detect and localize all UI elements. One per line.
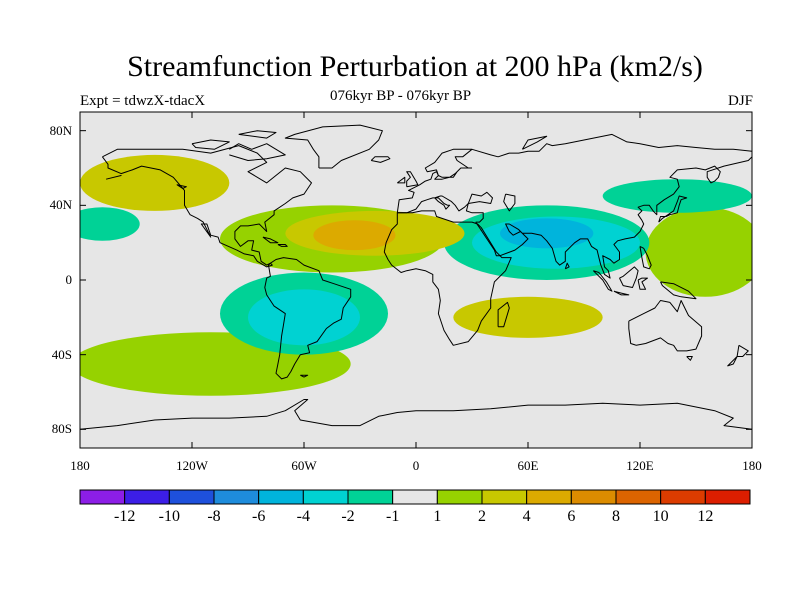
x-tick-label-5: 120E [626, 458, 654, 473]
colorbar-box-9 [481, 489, 528, 505]
coastline-13 [658, 195, 688, 223]
colorbar-label-1: -10 [158, 508, 180, 525]
anomaly-region-5 [80, 207, 140, 241]
colorbar-label-2: -8 [207, 508, 221, 525]
y-tick-label-2: 0 [65, 272, 73, 287]
coastline-14 [592, 270, 613, 292]
coastline-29 [564, 262, 570, 270]
x-tick-label-3: 0 [412, 458, 420, 473]
colorbar-box-14 [704, 489, 751, 505]
coastline-25 [277, 244, 288, 247]
colorbar-label-9: 4 [522, 508, 531, 525]
colorbar-label-3: -6 [251, 508, 266, 525]
coastline-15 [613, 290, 630, 296]
colorbar-box-6 [347, 489, 394, 505]
coastline-12 [471, 133, 752, 158]
colorbar-box-7 [392, 489, 438, 505]
colorbar-box-10 [526, 489, 572, 505]
colorbar-box-13 [660, 489, 706, 505]
anomaly-region-12 [313, 220, 396, 251]
anomaly-region-13 [500, 218, 594, 249]
y-tick-label-4: 80S [51, 421, 72, 437]
x-tick-label-4: 60E [517, 458, 539, 473]
x-tick-label-6: 180 [742, 458, 762, 473]
x-tick-label-2: 60W [291, 458, 317, 473]
period-label: 076kyr BP - 076kyr BP [330, 88, 472, 104]
coastline-34 [521, 135, 548, 150]
x-tick-label-0: 180 [70, 458, 90, 473]
coastline-0 [101, 145, 312, 268]
colorbar-box-8 [436, 489, 483, 505]
coastline-22 [727, 344, 749, 367]
colorbar-label-10: 6 [567, 508, 576, 525]
colorbar-box-12 [615, 489, 662, 505]
coastline-21 [686, 356, 693, 361]
y-tick-label-1: 40N [49, 197, 72, 213]
x-tick-label-1: 120W [176, 458, 208, 473]
colorbar-label-6: -1 [385, 508, 400, 525]
anomaly-region-6 [602, 179, 752, 213]
colorbar-label-5: -2 [341, 508, 355, 525]
coastline-1 [264, 257, 352, 380]
colorbar-label-8: 2 [478, 508, 486, 525]
coastline-24 [262, 236, 279, 244]
coastline-5 [396, 148, 473, 213]
plot-title: Streamfunction Perturbation at 200 hPa (… [127, 50, 703, 83]
anomaly-region-9 [453, 296, 603, 338]
coastline-4 [497, 301, 510, 328]
colorbar-box-1 [124, 489, 170, 505]
coastline-18 [660, 281, 697, 300]
season-label: DJF [727, 93, 753, 109]
anomaly-region-0 [645, 207, 752, 297]
coastline-23 [80, 399, 752, 430]
coastline-2 [284, 124, 383, 169]
coastline-32 [191, 139, 230, 150]
y-tick-label-0: 80N [49, 122, 72, 138]
coastline-16 [619, 266, 639, 288]
coastline-30 [300, 374, 309, 378]
coastline-8 [406, 171, 419, 188]
colorbar-box-3 [213, 489, 260, 505]
colorbar-box-2 [168, 489, 215, 505]
colorbar-label-11: 8 [612, 508, 620, 525]
colorbar-box-0 [79, 489, 126, 505]
coastline-20 [628, 300, 703, 352]
y-tick-label-3: 40S [51, 346, 72, 362]
anomaly-region-11 [248, 289, 360, 346]
coastline-11 [475, 156, 752, 279]
coastline-6 [397, 195, 484, 223]
coastline-33 [238, 130, 277, 139]
coastline-26 [176, 184, 187, 189]
colorbar-label-12: 10 [652, 508, 669, 525]
colorbar-box-5 [302, 489, 349, 505]
coastline-9 [397, 176, 406, 184]
coastline-31 [229, 143, 286, 161]
experiment-label: Expt = tdwzX-tdacX [80, 93, 206, 109]
colorbar-label-13: 12 [697, 508, 714, 525]
coastline-28 [503, 193, 516, 212]
colorbar-label-4: -4 [296, 508, 310, 525]
coastline-7 [467, 191, 493, 204]
coastline-27 [105, 175, 122, 180]
colorbar-label-0: -12 [113, 508, 136, 525]
colorbar-label-7: 1 [433, 508, 442, 525]
coastline-3 [383, 210, 512, 346]
coastline-17 [637, 277, 648, 290]
coastline-10 [370, 156, 391, 163]
coastline-19 [639, 245, 652, 270]
anomaly-region-7 [80, 154, 230, 211]
colorbar-box-4 [258, 489, 304, 505]
colorbar-box-11 [570, 489, 617, 505]
